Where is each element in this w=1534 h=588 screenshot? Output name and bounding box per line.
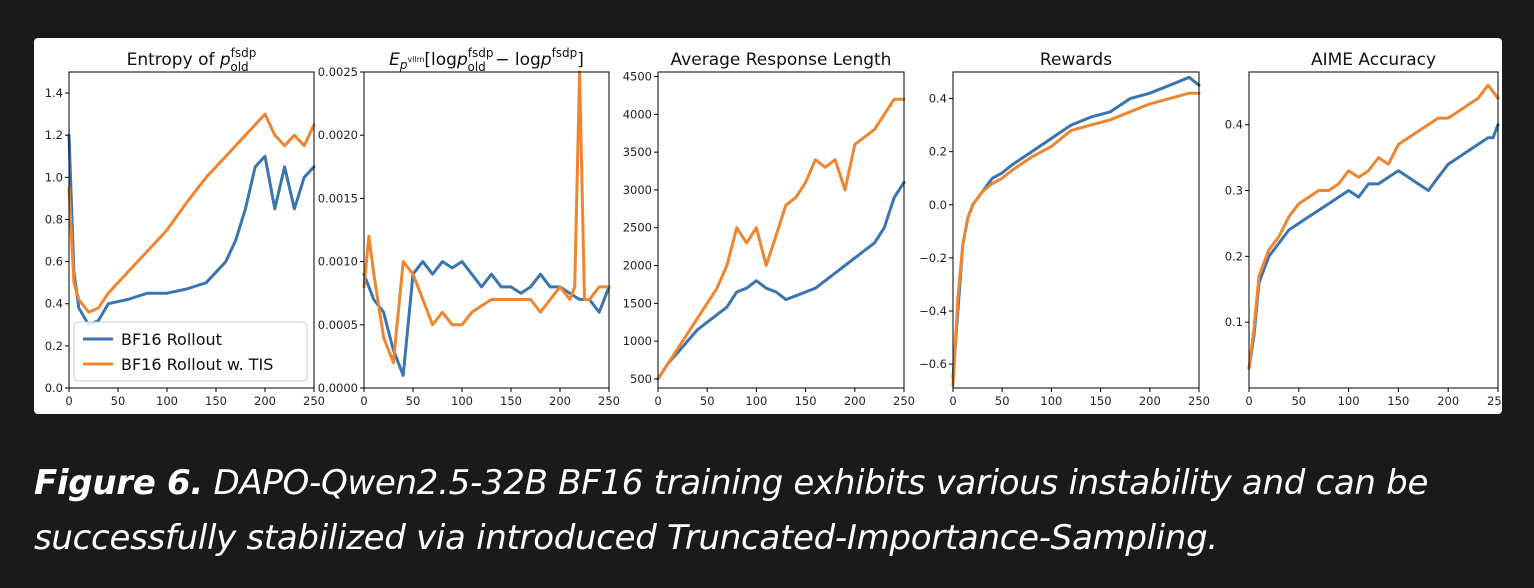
chart-2-xtick-label: 0 bbox=[360, 394, 367, 408]
chart-4-ytick-label: 0.4 bbox=[929, 92, 947, 106]
legend-box bbox=[73, 321, 308, 382]
chart-1-ytick-label: 0.0 bbox=[45, 381, 63, 395]
chart-5-ytick-label: 0.3 bbox=[1225, 184, 1243, 198]
chart-4-ytick-label: −0.2 bbox=[919, 251, 947, 265]
chart-3-ytick-label: 3500 bbox=[623, 145, 652, 159]
chart-3-ytick-label: 2500 bbox=[623, 221, 652, 235]
chart-4-series-bf16-rollout-line bbox=[951, 75, 1201, 379]
chart-3-ytick-label: 1500 bbox=[623, 296, 652, 310]
chart-2-ytick-label: 0.0000 bbox=[318, 381, 358, 395]
chart-1-ytick-label: 0.4 bbox=[45, 297, 63, 311]
chart-5-xtick-label: 0 bbox=[1245, 394, 1252, 408]
chart-1-xtick-label: 200 bbox=[254, 394, 276, 408]
chart-3-ytick-label: 3000 bbox=[623, 183, 652, 197]
chart-2-series-bf16-rollout-tis-line bbox=[362, 70, 611, 365]
chart-2-ytick-label: 0.0005 bbox=[318, 318, 358, 332]
chart-1-ytick-label: 1.4 bbox=[45, 86, 63, 100]
chart-4-series-bf16-rollout-tis-line bbox=[951, 91, 1201, 387]
chart-4-xtick-label: 250 bbox=[1188, 394, 1210, 408]
chart-2-xtick-label: 100 bbox=[451, 394, 473, 408]
chart-1-ytick-label: 0.2 bbox=[45, 339, 63, 353]
chart-1-ytick-label: 1.0 bbox=[45, 170, 63, 184]
chart-1-ytick-label: 0.6 bbox=[45, 255, 63, 269]
chart-3-xtick-label: 250 bbox=[893, 394, 915, 408]
chart-3-ytick-label: 4500 bbox=[623, 70, 652, 84]
chart-1-xtick-label: 50 bbox=[111, 394, 126, 408]
chart-2-title: Epvllm[logpfsdp old − logpfsdp] bbox=[389, 46, 584, 74]
figure-caption: Figure 6. DAPO-Qwen2.5-32B BF16 training… bbox=[34, 456, 1502, 566]
chart-4-xtick-label: 0 bbox=[949, 394, 956, 408]
charts-svg: 0 50 100 150 200 250 0.0 0.2 0.4 0.6 0.8 1.0 1.2 1.4 E… bbox=[45, 46, 1502, 408]
chart-1-xtick-label: 100 bbox=[156, 394, 178, 408]
legend-label-bf16-rollout: BF16 Rollout bbox=[121, 330, 222, 349]
chart-3-title: Average Response Length bbox=[671, 50, 892, 70]
chart-3-xtick-label: 150 bbox=[795, 394, 817, 408]
chart-5-ytick-label: 0.1 bbox=[1225, 315, 1243, 329]
chart-1-series-bf16-rollout-tis-line bbox=[67, 112, 316, 314]
chart-1-ytick-label: 0.8 bbox=[45, 212, 63, 226]
chart-5-title: AIME Accuracy bbox=[1311, 50, 1436, 70]
chart-3-ytick-label: 4000 bbox=[623, 107, 652, 121]
chart-4-ytick-label: 0.0 bbox=[929, 198, 947, 212]
chart-2-series-bf16-rollout-line bbox=[362, 260, 611, 377]
chart-3-xtick-label: 100 bbox=[745, 394, 767, 408]
caption-label: Figure 6. bbox=[34, 463, 203, 503]
chart-1-title: Entropy of pfsdp old bbox=[127, 46, 257, 74]
chart-5-xtick-label: 100 bbox=[1338, 394, 1360, 408]
chart-4-ytick-label: −0.6 bbox=[919, 357, 947, 371]
chart-4-xtick-label: 50 bbox=[995, 394, 1010, 408]
chart-5-axes-frame bbox=[1248, 71, 1499, 389]
caption-text: DAPO-Qwen2.5-32B BF16 training exhibits … bbox=[34, 463, 1429, 558]
chart-2-xtick-label: 50 bbox=[406, 394, 421, 408]
chart-1-ytick-label: 1.2 bbox=[45, 128, 63, 142]
chart-3-xtick-label: 200 bbox=[844, 394, 866, 408]
chart-4-xtick-label: 200 bbox=[1139, 394, 1161, 408]
chart-2-axes-frame bbox=[363, 71, 610, 389]
chart-5-ytick-label: 0.2 bbox=[1225, 249, 1243, 263]
chart-2-ytick-label: 0.0025 bbox=[318, 65, 358, 79]
chart-3-series-bf16-rollout-line bbox=[656, 180, 906, 381]
chart-3-ytick-label: 2000 bbox=[623, 259, 652, 273]
chart-1-xtick-label: 150 bbox=[205, 394, 227, 408]
chart-3-xtick-label: 0 bbox=[654, 394, 661, 408]
chart-4-ytick-label: −0.4 bbox=[919, 304, 947, 318]
chart-4-ytick-label: 0.2 bbox=[929, 145, 947, 159]
chart-5-xtick-label: 250 bbox=[1487, 394, 1502, 408]
chart-5-ytick-label: 0.4 bbox=[1225, 118, 1243, 132]
chart-3-series-bf16-rollout-tis-line bbox=[656, 97, 906, 381]
chart-2-xtick-label: 150 bbox=[500, 394, 522, 408]
chart-3-ytick-label: 1000 bbox=[623, 334, 652, 348]
chart-2-xtick-label: 250 bbox=[598, 394, 620, 408]
chart-5-xtick-label: 150 bbox=[1387, 394, 1409, 408]
chart-5-series-bf16-rollout-tis-line bbox=[1247, 83, 1500, 370]
chart-2-ytick-label: 0.0020 bbox=[318, 128, 358, 142]
figure-panel: 0 50 100 150 200 250 0.0 0.2 0.4 0.6 0.8 1.0 1.2 1.4 E… bbox=[34, 38, 1502, 414]
chart-5-xtick-label: 50 bbox=[1291, 394, 1306, 408]
chart-3-axes-frame bbox=[657, 71, 905, 389]
chart-3-ytick-label: 500 bbox=[630, 372, 652, 386]
legend-label-bf16-rollout-tis: BF16 Rollout w. TIS bbox=[121, 355, 273, 374]
chart-4-xtick-label: 100 bbox=[1040, 394, 1062, 408]
chart-1-xtick-label: 250 bbox=[303, 394, 325, 408]
chart-3-xtick-label: 50 bbox=[700, 394, 715, 408]
chart-5-series-bf16-rollout-line bbox=[1247, 123, 1500, 370]
chart-4-title: Rewards bbox=[1040, 50, 1112, 70]
chart-2-xtick-label: 200 bbox=[549, 394, 571, 408]
chart-4-axes-frame bbox=[952, 71, 1200, 389]
chart-5-xtick-label: 200 bbox=[1437, 394, 1459, 408]
chart-4-xtick-label: 150 bbox=[1090, 394, 1112, 408]
chart-1-axes-frame bbox=[68, 71, 315, 389]
chart-2-ytick-label: 0.0015 bbox=[318, 191, 358, 205]
chart-1-xtick-label: 0 bbox=[65, 394, 72, 408]
chart-2-ytick-label: 0.0010 bbox=[318, 255, 358, 269]
